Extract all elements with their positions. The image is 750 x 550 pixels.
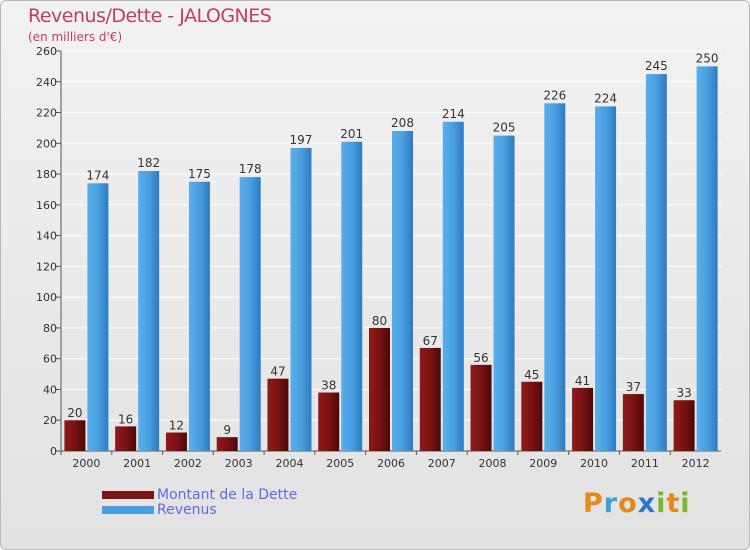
bar-dette xyxy=(165,432,187,451)
x-tick-label: 2006 xyxy=(377,457,405,470)
x-tick-label: 2008 xyxy=(479,457,507,470)
data-label-revenus: 208 xyxy=(391,116,414,130)
legend-swatch-dette xyxy=(102,490,154,499)
data-label-revenus: 182 xyxy=(137,156,160,170)
bar-revenus xyxy=(341,141,363,451)
data-label-dette: 80 xyxy=(372,314,387,328)
y-tick-label: 260 xyxy=(36,45,57,58)
bar-dette xyxy=(622,394,644,451)
bar-dette xyxy=(267,378,289,451)
bar-revenus xyxy=(290,147,312,451)
y-tick-label: 0 xyxy=(50,445,57,458)
data-label-revenus: 224 xyxy=(594,91,617,105)
bar-revenus xyxy=(595,106,617,451)
y-tick-label: 180 xyxy=(36,168,57,181)
x-tick-label: 2007 xyxy=(428,457,456,470)
y-tick-label: 60 xyxy=(43,353,57,366)
bar-revenus xyxy=(188,181,210,451)
data-label-dette: 9 xyxy=(223,423,231,437)
x-tick-label: 2000 xyxy=(72,457,100,470)
data-label-revenus: 175 xyxy=(188,167,211,181)
data-label-revenus: 250 xyxy=(696,51,719,65)
data-label-revenus: 178 xyxy=(239,162,262,176)
y-tick-label: 120 xyxy=(36,260,57,273)
legend-item-revenus: Revenus xyxy=(102,501,297,518)
bar-revenus xyxy=(138,171,160,451)
data-label-dette: 45 xyxy=(524,368,539,382)
x-tick-label: 2002 xyxy=(174,457,202,470)
x-tick-label: 2011 xyxy=(631,457,659,470)
bar-revenus xyxy=(442,121,464,452)
data-label-dette: 37 xyxy=(626,380,641,394)
y-tick-label: 200 xyxy=(36,137,57,150)
bar-revenus xyxy=(239,177,261,451)
data-label-revenus: 245 xyxy=(645,59,668,73)
y-tick-label: 100 xyxy=(36,291,57,304)
bar-dette xyxy=(318,392,340,451)
data-label-dette: 33 xyxy=(676,386,691,400)
legend-item-dette: Montant de la Dette xyxy=(102,486,298,503)
bar-revenus xyxy=(87,183,109,452)
data-label-dette: 20 xyxy=(67,406,82,420)
bar-dette xyxy=(419,347,441,451)
x-tick-label: 2003 xyxy=(225,457,253,470)
legend-label-dette: Montant de la Dette xyxy=(157,486,298,503)
data-label-dette: 41 xyxy=(575,374,590,388)
data-label-revenus: 205 xyxy=(493,121,516,135)
x-tick-label: 2009 xyxy=(529,457,557,470)
y-tick-label: 40 xyxy=(43,383,57,396)
bar-dette xyxy=(572,387,594,451)
bar-revenus xyxy=(645,74,667,452)
data-label-revenus: 201 xyxy=(340,127,363,141)
bar-dette xyxy=(64,420,86,451)
y-tick-label: 80 xyxy=(43,322,57,335)
data-label-dette: 56 xyxy=(473,351,488,365)
bar-dette xyxy=(216,437,238,451)
bar-dette xyxy=(115,426,137,451)
data-label-dette: 38 xyxy=(321,379,336,393)
x-tick-label: 2001 xyxy=(123,457,151,470)
chart-title: Revenus/Dette - JALOGNES xyxy=(28,5,272,27)
y-tick-label: 20 xyxy=(43,414,57,427)
data-label-dette: 12 xyxy=(169,419,184,433)
x-tick-label: 2005 xyxy=(326,457,354,470)
bar-dette xyxy=(369,327,390,451)
x-tick-label: 2004 xyxy=(275,457,303,470)
bar-revenus xyxy=(392,131,413,451)
y-tick-label: 220 xyxy=(36,107,57,120)
bar-revenus xyxy=(544,103,566,452)
data-label-dette: 47 xyxy=(270,365,285,379)
x-tick-label: 2012 xyxy=(682,457,710,470)
y-tick-label: 160 xyxy=(36,199,57,212)
data-label-revenus: 197 xyxy=(290,133,313,147)
bar-dette xyxy=(673,400,695,451)
y-tick-label: 140 xyxy=(36,230,57,243)
data-label-revenus: 174 xyxy=(86,168,109,182)
bar-revenus xyxy=(493,135,515,451)
data-label-revenus: 214 xyxy=(442,107,465,121)
bar-revenus xyxy=(696,66,718,451)
x-tick-label: 2010 xyxy=(580,457,608,470)
data-label-dette: 16 xyxy=(118,412,133,426)
legend-label-revenus: Revenus xyxy=(157,501,217,518)
data-label-revenus: 226 xyxy=(543,88,566,102)
chart-subtitle: (en milliers d'€) xyxy=(28,30,123,44)
bar-dette xyxy=(521,381,543,451)
legend-swatch-revenus xyxy=(102,505,154,514)
legend: Montant de la Dette Revenus xyxy=(102,486,298,518)
bar-dette xyxy=(470,364,492,451)
proxiti-logo: Proxiti xyxy=(583,488,691,519)
data-label-dette: 67 xyxy=(423,334,438,348)
y-tick-label: 240 xyxy=(36,76,57,89)
